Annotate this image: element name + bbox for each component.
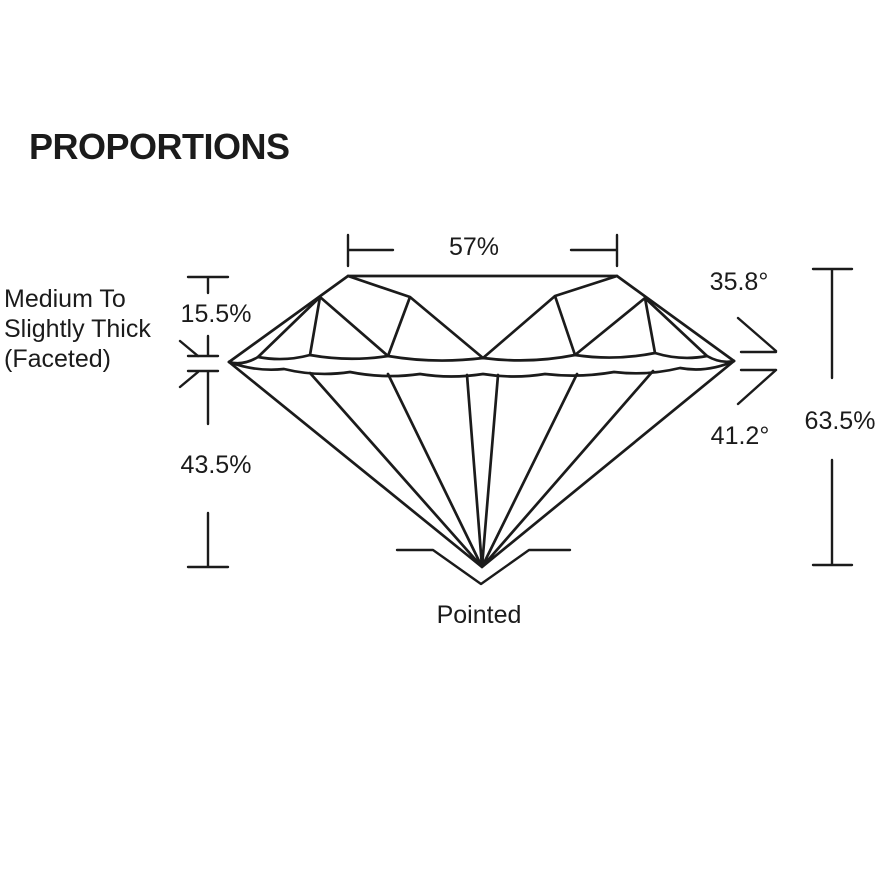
girdle-lower-edge	[227, 359, 736, 378]
pavilion-angle-marker	[736, 368, 778, 406]
crown-facet-lines	[256, 274, 709, 360]
girdle-pointer-lines	[178, 339, 200, 389]
girdle-label-line-1: Medium To	[4, 285, 126, 313]
total-depth-label: 63.5%	[804, 407, 876, 435]
crown-angle-label: 35.8°	[709, 268, 769, 296]
crown-height-marker	[186, 275, 230, 358]
pavilion-depth-marker	[186, 369, 230, 569]
girdle-label-line-3: (Faceted)	[4, 345, 111, 373]
table-width-marker	[346, 233, 619, 268]
crown-angle-marker	[736, 316, 778, 354]
pavilion-facet-lines	[227, 359, 736, 569]
girdle-label: Medium To Slightly Thick (Faceted)	[4, 284, 151, 374]
total-depth-marker	[811, 267, 854, 567]
pavilion-angle-label: 41.2°	[710, 422, 770, 450]
crown-height-label: 15.5%	[180, 300, 252, 328]
pavilion-depth-label: 43.5%	[180, 451, 252, 479]
culet-marker	[395, 548, 572, 586]
page-title: PROPORTIONS	[29, 126, 290, 167]
table-width-label: 57%	[448, 233, 500, 261]
girdle-label-line-2: Slightly Thick	[4, 315, 151, 343]
crown-outline	[227, 274, 736, 364]
culet-label: Pointed	[436, 601, 522, 629]
